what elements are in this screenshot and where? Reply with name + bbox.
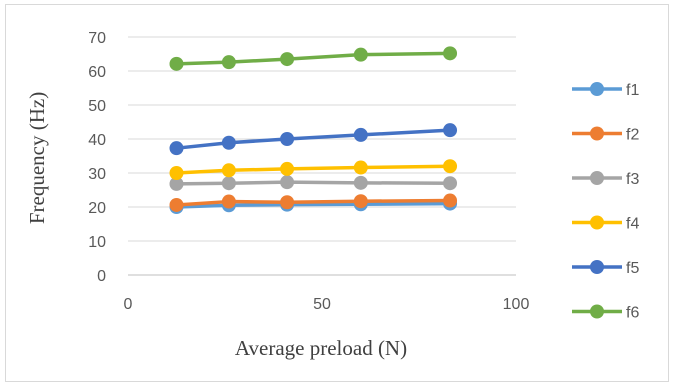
legend-item-f2: f2 — [572, 126, 639, 144]
series-line-f3 — [176, 180, 451, 186]
data-point-f2 — [221, 194, 236, 209]
x-axis-ticks: 0 50 100 — [124, 296, 530, 313]
y-tick-label: 20 — [88, 200, 106, 217]
y-tick-label: 0 — [97, 268, 106, 285]
x-tick-label: 0 — [124, 296, 133, 313]
y-tick-label: 30 — [88, 166, 106, 183]
legend-item-f1: f1 — [572, 82, 639, 99]
y-tick-label: 40 — [88, 132, 106, 149]
legend-marker — [590, 304, 604, 319]
data-point-f3 — [353, 175, 368, 190]
data-point-f2 — [280, 195, 295, 210]
data-point-f4 — [221, 163, 236, 178]
series-layer — [169, 46, 458, 214]
data-point-f3 — [169, 176, 184, 191]
series-line-f4 — [176, 164, 451, 175]
data-point-f4 — [443, 159, 458, 174]
legend-label: f2 — [626, 127, 639, 144]
series-f2 — [169, 193, 458, 212]
legend-label: f3 — [626, 171, 639, 188]
series-f6 — [169, 46, 458, 71]
y-axis-ticks: 0 10 20 30 40 50 60 70 — [88, 30, 106, 285]
data-point-f3 — [280, 175, 295, 190]
legend-item-f5: f5 — [572, 260, 639, 277]
data-point-f5 — [169, 141, 184, 156]
data-point-f2 — [443, 193, 458, 208]
data-point-f6 — [221, 55, 236, 70]
data-point-f6 — [169, 56, 184, 71]
legend-label: f5 — [626, 260, 639, 277]
data-point-f3 — [443, 176, 458, 191]
legend-marker — [590, 260, 604, 274]
legend-marker — [590, 215, 604, 230]
data-point-f6 — [443, 46, 458, 61]
y-tick-label: 60 — [88, 64, 106, 81]
series-line-f6 — [176, 51, 451, 66]
data-point-f4 — [353, 160, 368, 175]
legend-item-f6: f6 — [572, 304, 639, 322]
chart-frame — [5, 4, 669, 382]
data-point-f3 — [221, 176, 236, 191]
data-point-f2 — [169, 197, 184, 212]
data-point-f4 — [169, 166, 184, 180]
data-point-f5 — [443, 123, 458, 138]
data-point-f5 — [353, 127, 368, 142]
data-point-f5 — [221, 135, 236, 150]
y-tick-label: 70 — [88, 30, 106, 47]
legend-item-f3: f3 — [572, 171, 639, 188]
data-point-f5 — [280, 132, 295, 146]
legend: f1 f2 f3 f4 f5 f6 — [572, 82, 639, 322]
series-line-f1 — [176, 201, 451, 209]
data-point-f6 — [280, 52, 295, 67]
series-f3 — [169, 175, 458, 191]
legend-label: f4 — [626, 216, 639, 233]
legend-marker — [590, 126, 604, 141]
series-f4 — [169, 159, 458, 180]
x-axis-title: Average preload (N) — [235, 336, 407, 360]
y-axis-title: Frequency (Hz) — [25, 92, 49, 224]
legend-marker — [590, 82, 604, 96]
legend-label: f1 — [626, 82, 639, 99]
data-point-f4 — [280, 161, 295, 176]
data-point-f2 — [353, 194, 368, 209]
x-tick-label: 50 — [313, 296, 331, 313]
data-point-f6 — [353, 47, 368, 62]
x-tick-label: 100 — [503, 296, 530, 313]
legend-label: f6 — [626, 305, 639, 322]
y-tick-label: 10 — [88, 234, 106, 251]
legend-marker — [590, 171, 604, 185]
gridlines — [128, 36, 516, 276]
series-f5 — [169, 123, 458, 156]
legend-item-f4: f4 — [572, 215, 639, 233]
y-tick-label: 50 — [88, 98, 106, 115]
